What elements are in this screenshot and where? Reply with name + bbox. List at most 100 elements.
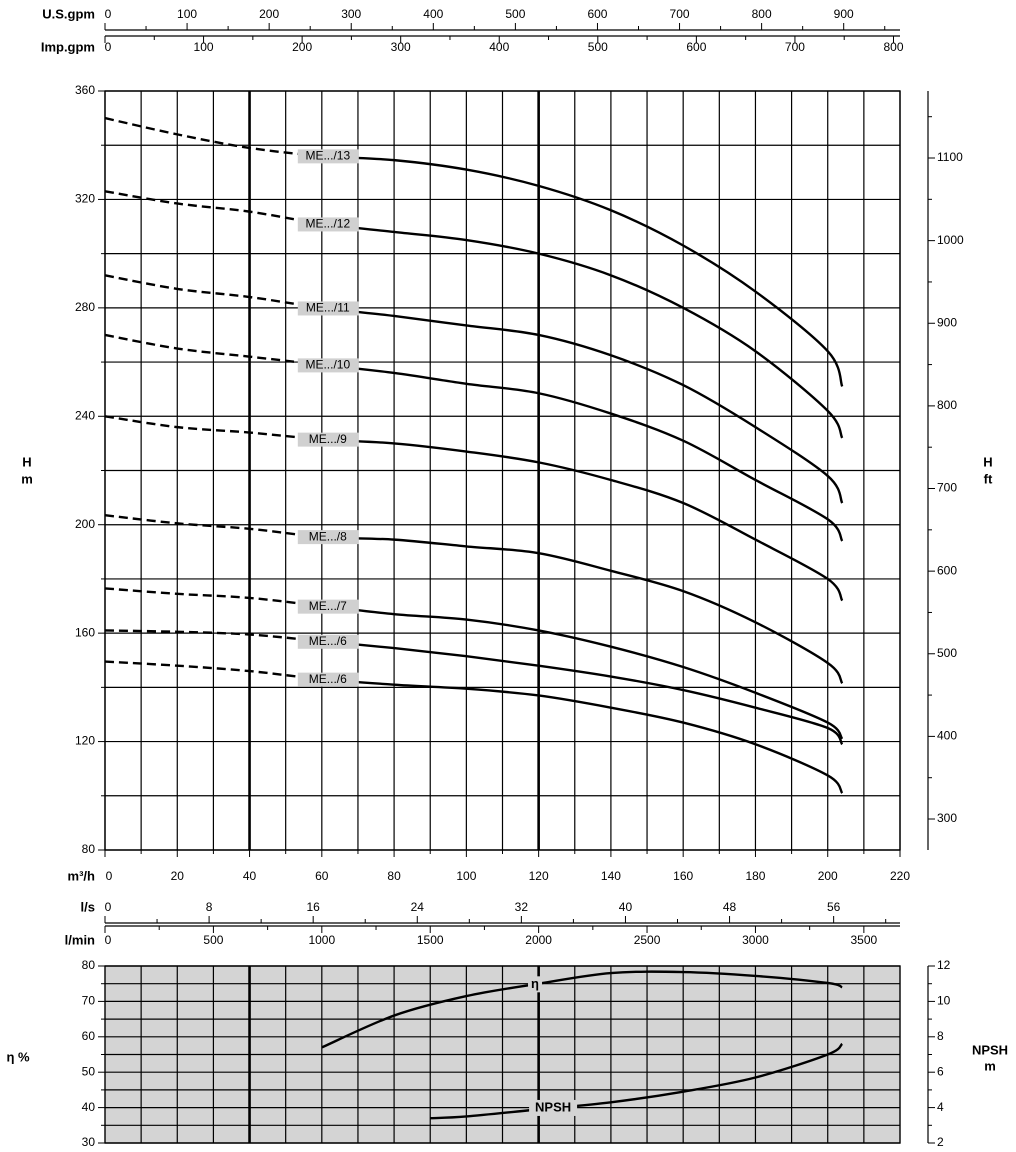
y-tick-label: 40	[82, 1100, 96, 1114]
curve	[104, 415, 844, 602]
y2-tick-label: 900	[937, 315, 957, 329]
axis-title: NPSH	[972, 1042, 1008, 1057]
secondary-x-tick-label: 56	[827, 900, 841, 914]
secondary-x-tick-label: 900	[834, 7, 854, 21]
y2-tick-label: 6	[937, 1064, 944, 1078]
secondary-x-tick-label: 2500	[634, 933, 661, 947]
y-tick-label: 70	[82, 994, 96, 1008]
curve	[321, 970, 843, 1049]
y2-tick-label: 1100	[937, 150, 963, 164]
secondary-x-tick-label: 2000	[525, 933, 552, 947]
axis-title: ft	[984, 471, 993, 486]
secondary-x-tick-label: 3500	[851, 933, 878, 947]
curve-label-box	[297, 599, 359, 614]
curve-label-box	[297, 672, 359, 687]
curve-label: ME.../7	[309, 599, 347, 613]
curve-label-box	[297, 301, 359, 316]
y-tick-label: 80	[82, 842, 96, 856]
y-tick-label: 50	[82, 1064, 96, 1078]
secondary-x-tick-label: 24	[411, 900, 425, 914]
curve-label-box	[297, 432, 359, 447]
y2-tick-label: 4	[937, 1100, 944, 1114]
secondary-x-tick-label: 500	[588, 40, 608, 54]
y2-tick-label: 8	[937, 1029, 944, 1043]
y2-tick-label: 400	[937, 729, 957, 743]
y2-tick-label: 2	[937, 1135, 944, 1149]
curve	[104, 629, 844, 746]
curve-label: ME.../6	[309, 672, 347, 686]
secondary-x-tick-label: 1000	[308, 933, 335, 947]
y2-tick-label: 10	[937, 994, 951, 1008]
curve-label-box	[297, 217, 359, 232]
secondary-x-axis-title: U.S.gpm	[42, 6, 95, 21]
secondary-x-tick-label: 0	[105, 933, 112, 947]
secondary-x-tick-label: 800	[883, 40, 903, 54]
secondary-x-tick-label: 600	[587, 7, 607, 21]
plot-border	[104, 965, 901, 1144]
secondary-x-tick-label: 800	[752, 7, 772, 21]
secondary-x-tick-label: 8	[206, 900, 213, 914]
curve-label-box	[297, 634, 359, 649]
plot-border	[104, 90, 901, 851]
axis-title: H	[983, 454, 992, 469]
curve-label-box	[297, 530, 359, 545]
curve	[104, 587, 844, 740]
secondary-x-axis-title: l/min	[65, 932, 95, 947]
secondary-x-tick-label: 32	[515, 900, 529, 914]
curve	[104, 190, 844, 439]
y2-tick-label: 500	[937, 646, 957, 660]
y-tick-label: 120	[75, 734, 95, 748]
y-tick-label: 200	[75, 517, 95, 531]
curve	[430, 1042, 844, 1120]
axis-title: m	[984, 1058, 996, 1073]
secondary-x-tick-label: 300	[391, 40, 411, 54]
x-tick-label: 160	[673, 869, 693, 883]
y2-tick-label: 800	[937, 398, 957, 412]
secondary-x-axis-title: l/s	[81, 899, 95, 914]
secondary-x-tick-label: 200	[292, 40, 312, 54]
secondary-x-tick-label: 700	[785, 40, 805, 54]
y2-tick-label: 300	[937, 811, 957, 825]
secondary-x-tick-label: 600	[686, 40, 706, 54]
y-tick-label: 280	[75, 300, 95, 314]
secondary-x-tick-label: 3000	[742, 933, 769, 947]
secondary-x-tick-label: 400	[423, 7, 443, 21]
curve	[104, 514, 844, 684]
x-tick-label: 140	[601, 869, 621, 883]
curve	[104, 116, 844, 387]
secondary-x-axis-title: Imp.gpm	[41, 39, 95, 54]
curve	[104, 660, 844, 794]
curve-label: ME.../8	[309, 529, 347, 543]
curve-label-box	[529, 1099, 578, 1116]
x-tick-label: 220	[890, 869, 910, 883]
curve	[104, 274, 844, 504]
secondary-x-tick-label: 0	[105, 40, 112, 54]
secondary-x-tick-label: 500	[203, 933, 223, 947]
x-tick-label: 20	[171, 869, 185, 883]
curve-label: ME.../12	[305, 217, 350, 231]
x-axis-title: m³/h	[68, 868, 96, 883]
curve-label: ME.../10	[305, 358, 350, 372]
secondary-x-tick-label: 100	[194, 40, 214, 54]
curve-label: η	[531, 976, 539, 991]
y-tick-label: 240	[75, 408, 95, 422]
secondary-x-tick-label: 1500	[417, 933, 444, 947]
secondary-x-tick-label: 700	[670, 7, 690, 21]
axis-title: H	[22, 454, 31, 469]
secondary-x-tick-label: 200	[259, 7, 279, 21]
secondary-x-tick-label: 16	[307, 900, 321, 914]
curve-label: ME.../11	[306, 301, 350, 315]
curve-label-box	[528, 976, 543, 993]
y-tick-label: 160	[75, 625, 95, 639]
y-tick-label: 30	[82, 1135, 96, 1149]
curve-label-box	[297, 358, 359, 373]
y2-tick-label: 700	[937, 481, 957, 495]
curve-label: ME.../9	[309, 432, 347, 446]
axis-title: η %	[6, 1049, 30, 1064]
y2-tick-label: 1000	[937, 233, 964, 247]
x-tick-label: 100	[456, 869, 476, 883]
x-tick-label: 80	[387, 869, 401, 883]
secondary-x-tick-label: 0	[105, 900, 112, 914]
secondary-x-tick-label: 48	[723, 900, 737, 914]
